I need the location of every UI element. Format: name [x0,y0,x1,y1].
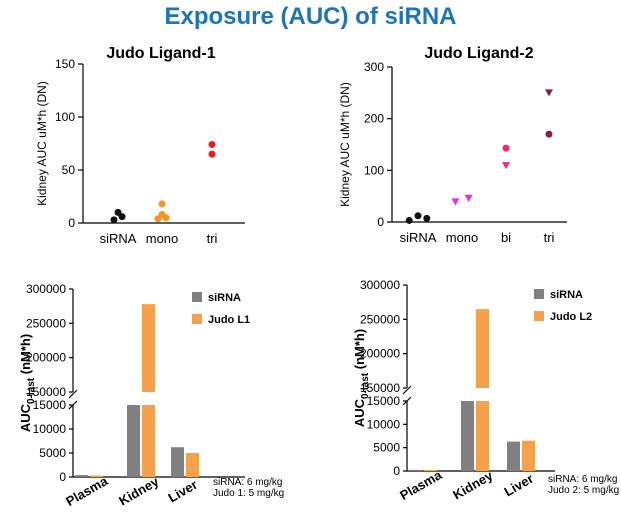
y-tick-label: 150000 [26,385,66,399]
scatter-chart-2: Judo Ligand-2 0 100 200 300 siRNA mono bi tri Kid… [338,45,567,245]
bar-sirna [171,447,184,477]
y-tick-label: 0 [68,216,75,230]
legend-label: siRNA [208,292,241,304]
bar-judo-l2 [424,470,437,471]
chart-title: Judo Ligand-1 [106,45,215,62]
y-tick-label: 200000 [360,347,400,361]
y-tick-label: 50 [62,163,76,177]
chart-title: Judo Ligand-2 [424,45,533,62]
y-tick-label: 300000 [360,278,400,292]
legend-swatch [192,292,202,302]
data-point [405,216,413,224]
x-category-label: Kidney [116,473,162,508]
y-tick-label: 150000 [360,381,400,395]
bar-judo-l1 [142,405,155,477]
data-point [118,213,126,221]
dosing-note: siRNA: 6 mg/kg [213,477,282,488]
legend-swatch [192,314,202,324]
data-point [158,211,166,219]
y-tick-label: 100 [55,110,75,124]
y-tick-label: 5000 [373,441,400,455]
x-category-label: mono [446,230,479,245]
bar-judo-l1 [90,475,103,477]
y-tick-label: 250000 [360,312,400,326]
y-tick-label: 5000 [39,446,66,460]
y-tick-label: 0 [393,464,400,478]
y-tick-label: 100 [364,163,384,177]
legend-swatch [534,289,544,299]
data-point [423,214,431,222]
bar-sirna [127,405,140,477]
dosing-note: Judo 1: 5 mg/kg [213,488,284,499]
x-category-label: Kidney [450,467,496,502]
y-tick-label: 200 [364,112,384,126]
y-axis-label: AUC0-last (nM*h) [352,329,371,427]
y-tick-label: 10000 [367,417,401,431]
bar-judo-l2-upper [476,309,489,388]
scatter-chart-1: Judo Ligand-1 0 50 100 150 siRNA mono tri Kidney… [35,45,245,246]
data-point [502,162,510,170]
x-category-label: mono [146,231,179,246]
x-category-label: Plasma [63,473,111,509]
y-tick-label: 150 [55,57,75,71]
dosing-note: Judo 2: 5 mg/kg [548,485,619,496]
y-tick-label: 300 [364,60,384,74]
legend-swatch [534,311,544,321]
bar-judo-l1-upper [142,304,155,392]
data-point [464,194,473,202]
data-point [208,150,216,158]
x-category-label: bi [501,230,511,245]
y-tick-label: 0 [377,215,384,229]
y-axis-label: Kidney AUC uM*h (DN) [35,81,49,206]
legend-label: Judo L2 [550,311,592,323]
y-tick-label: 0 [59,470,66,484]
dosing-note: siRNA: 6 mg/kg [548,474,617,485]
bar-judo-l2 [476,401,489,471]
axis-break-mark [402,385,412,395]
x-category-label: siRNA [400,230,437,245]
data-point [545,130,553,138]
legend-label: Judo L1 [208,314,250,326]
bar-chart-2: 150000 200000 250000 300000 0 5000 10000 15000A… [352,278,619,503]
bar-judo-l1 [186,453,199,477]
data-point [414,212,422,220]
data-point [502,144,510,152]
data-point [158,200,166,208]
x-category-label: tri [544,230,555,245]
x-category-label: Liver [502,471,536,500]
legend-label: siRNA [550,289,583,301]
data-point [545,89,553,97]
bar-sirna [75,475,88,477]
y-tick-label: 300000 [26,282,66,296]
bar-judo-l2 [522,440,535,471]
data-point [110,216,118,224]
x-category-label: siRNA [100,231,137,246]
bar-sirna [409,469,422,471]
page-title: Exposure (AUC) of siRNA [164,3,457,30]
bar-sirna [507,441,520,471]
x-category-label: Liver [166,477,200,506]
bar-chart-1: 150000 200000 250000 300000 0 5000 10000 15000A… [18,282,284,509]
y-axis-label: Kidney AUC uM*h (DN) [338,82,352,207]
y-tick-label: 15000 [367,394,401,408]
y-tick-label: 10000 [33,422,67,436]
y-tick-label: 250000 [26,316,66,330]
y-tick-label: 200000 [26,351,66,365]
y-axis-label: AUC0-last (nM*h) [18,334,37,432]
data-point [208,141,216,149]
bar-sirna [461,401,474,471]
axis-break-mark [68,389,78,399]
y-tick-label: 15000 [33,398,67,412]
x-category-label: tri [207,231,218,246]
data-point [451,198,460,206]
x-category-label: Plasma [397,467,445,503]
